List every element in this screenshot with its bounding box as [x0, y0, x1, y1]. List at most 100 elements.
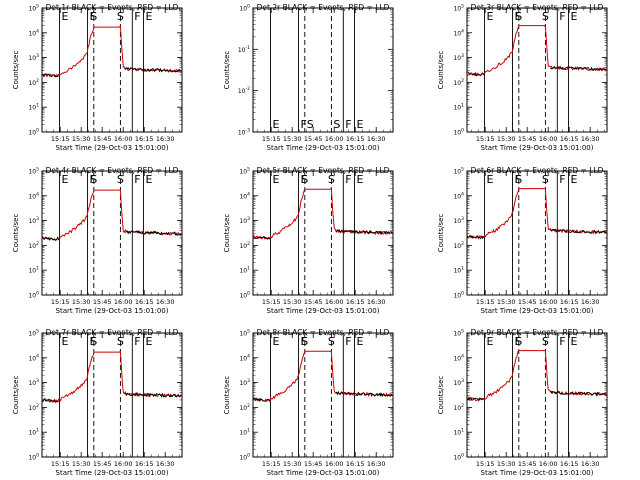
x-tick-label: 15:15 — [262, 135, 281, 143]
y-tick-label: 105 — [28, 4, 39, 13]
y-tick-label: 101 — [453, 428, 464, 437]
y-tick-exponent: 3 — [247, 216, 250, 222]
y-tick-exponent: 5 — [36, 329, 39, 335]
series-line-lld — [466, 350, 607, 402]
x-tick-label: 15:30 — [283, 460, 302, 468]
series-line-events — [41, 230, 182, 241]
x-tick-label: 16:00 — [325, 135, 344, 143]
y-tick-exponent: 0 — [461, 128, 464, 134]
series-line-events — [466, 390, 607, 402]
y-tick-label: 104 — [28, 28, 39, 37]
x-tick-label: 16:30 — [156, 298, 175, 306]
time-marker-letter: E — [62, 335, 69, 348]
y-tick-exponent: 2 — [461, 403, 464, 409]
time-marker-letter: S — [117, 335, 124, 348]
time-marker-letter: F — [301, 173, 307, 186]
x-tick-label: 15:45 — [93, 298, 112, 306]
y-tick-exponent: 3 — [461, 216, 464, 222]
x-tick-label: 15:45 — [93, 135, 112, 143]
y-tick-label: 100 — [28, 128, 39, 137]
time-marker-letter: F — [559, 10, 565, 23]
y-tick-exponent: 2 — [36, 403, 39, 409]
time-marker-letter: E — [357, 118, 364, 131]
time-marker-letter: E — [273, 335, 280, 348]
x-tick-label: 16:30 — [581, 298, 600, 306]
time-marker-letter: E — [571, 10, 578, 23]
time-marker-letter: E — [571, 173, 578, 186]
y-tick-exponent: 1 — [461, 266, 464, 272]
time-marker-letter: S — [307, 118, 314, 131]
x-tick-label: 15:30 — [72, 460, 91, 468]
y-axis-label: Counts/sec — [437, 51, 445, 90]
time-marker-letter: E — [146, 10, 153, 23]
y-tick-label: 102 — [28, 78, 39, 87]
x-axis-label: Start Time (29-Oct-03 15:01:00) — [481, 469, 594, 477]
x-tick-label: 15:30 — [283, 135, 302, 143]
time-marker-letter: E — [357, 335, 364, 348]
series-line-events — [41, 66, 182, 78]
y-tick-label: 100 — [28, 291, 39, 300]
y-tick-label: 100 — [239, 291, 250, 300]
y-axis-label: Counts/sec — [12, 214, 20, 253]
y-tick-exponent: 1 — [461, 103, 464, 109]
y-tick-exponent: 4 — [461, 28, 464, 34]
time-marker-letter: F — [134, 173, 140, 186]
y-tick-label: 105 — [453, 4, 464, 13]
series-line-lld — [466, 188, 607, 240]
panel-det-8: Det 8r BLACK = Events, RED = LLD10010110… — [223, 328, 394, 477]
y-axis-label: Counts/sec — [223, 51, 231, 90]
y-tick-exponent: 4 — [247, 191, 250, 197]
x-tick-label: 16:00 — [325, 298, 344, 306]
y-axis-label: Counts/sec — [223, 214, 231, 253]
x-tick-label: 16:30 — [581, 135, 600, 143]
x-tick-label: 15:30 — [72, 135, 91, 143]
x-tick-label: 16:15 — [346, 460, 365, 468]
y-tick-label: 100 — [453, 128, 464, 137]
y-tick-exponent: 4 — [461, 353, 464, 359]
x-tick-label: 16:15 — [560, 135, 579, 143]
y-tick-label: 104 — [239, 353, 250, 362]
y-axis-label: Counts/sec — [437, 376, 445, 415]
plot-frame — [466, 7, 608, 133]
time-marker-letter: F — [559, 173, 565, 186]
plot-frame — [252, 7, 394, 133]
y-tick-label: 102 — [239, 241, 250, 250]
plot-frame — [466, 332, 608, 458]
y-tick-exponent: 3 — [36, 378, 39, 384]
x-tick-label: 15:15 — [51, 135, 70, 143]
y-axis-label: Counts/sec — [12, 51, 20, 90]
time-marker-letter: F — [134, 10, 140, 23]
y-tick-exponent: 5 — [36, 4, 39, 10]
y-tick-exponent: 1 — [461, 428, 464, 434]
x-tick-label: 16:00 — [114, 298, 133, 306]
x-tick-label: 16:15 — [346, 135, 365, 143]
time-marker-letter: E — [487, 173, 494, 186]
y-tick-exponent: 4 — [461, 191, 464, 197]
time-marker-letter: F — [90, 335, 96, 348]
y-tick-label: 103 — [453, 378, 464, 387]
time-marker-letter: F — [515, 10, 521, 23]
y-tick-exponent: 2 — [247, 241, 250, 247]
y-tick-label: 104 — [453, 353, 464, 362]
x-tick-label: 15:45 — [518, 298, 537, 306]
time-marker-letter: E — [273, 118, 280, 131]
x-axis-label: Start Time (29-Oct-03 15:01:00) — [267, 307, 380, 315]
x-tick-label: 16:00 — [539, 298, 558, 306]
y-tick-label: 103 — [239, 378, 250, 387]
time-marker-letter: F — [345, 118, 351, 131]
y-tick-label: 101 — [239, 428, 250, 437]
time-marker-letter: S — [542, 173, 549, 186]
x-tick-label: 15:30 — [283, 298, 302, 306]
x-tick-label: 16:30 — [156, 460, 175, 468]
panel-det-1: Det 1r BLACK = Events, RED = LLD10010110… — [12, 3, 183, 152]
y-tick-label: 103 — [453, 216, 464, 225]
x-tick-label: 16:00 — [114, 460, 133, 468]
x-tick-label: 16:15 — [135, 298, 154, 306]
y-tick-exponent: 3 — [461, 53, 464, 59]
y-tick-exponent: 3 — [247, 378, 250, 384]
y-tick-exponent: 0 — [461, 453, 464, 459]
y-tick-label: 101 — [239, 266, 250, 275]
x-tick-label: 16:00 — [114, 135, 133, 143]
y-tick-label: 102 — [453, 241, 464, 250]
y-tick-label: 105 — [453, 167, 464, 176]
